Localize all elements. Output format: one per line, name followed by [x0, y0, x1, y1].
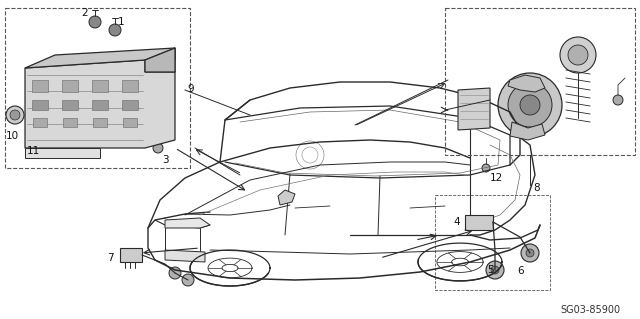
Polygon shape: [92, 80, 108, 92]
Circle shape: [521, 244, 539, 262]
Circle shape: [508, 83, 552, 127]
Circle shape: [169, 267, 181, 279]
Polygon shape: [465, 215, 493, 230]
Text: 4: 4: [453, 217, 460, 227]
Polygon shape: [32, 100, 48, 110]
Polygon shape: [510, 122, 545, 140]
Text: 11: 11: [27, 146, 40, 156]
Circle shape: [568, 45, 588, 65]
Polygon shape: [145, 48, 175, 72]
Polygon shape: [63, 118, 77, 127]
Polygon shape: [122, 100, 138, 110]
Text: 10: 10: [6, 131, 19, 141]
Polygon shape: [62, 80, 78, 92]
Bar: [5, 8, 190, 168]
Text: 1: 1: [118, 17, 125, 27]
Circle shape: [526, 249, 534, 257]
Circle shape: [482, 164, 490, 172]
Text: 7: 7: [108, 253, 114, 263]
Polygon shape: [25, 148, 100, 158]
Polygon shape: [33, 118, 47, 127]
Circle shape: [153, 143, 163, 153]
Polygon shape: [458, 88, 490, 130]
Polygon shape: [32, 80, 48, 92]
Polygon shape: [25, 60, 175, 148]
Bar: [435, 195, 550, 290]
Circle shape: [10, 110, 20, 120]
Polygon shape: [165, 218, 210, 228]
Circle shape: [486, 261, 504, 279]
Circle shape: [491, 266, 499, 274]
Circle shape: [6, 106, 24, 124]
Text: 9: 9: [187, 84, 194, 94]
Text: 2: 2: [81, 8, 88, 18]
Text: 5: 5: [487, 265, 493, 275]
Text: 3: 3: [162, 155, 168, 165]
Circle shape: [560, 37, 596, 73]
Polygon shape: [122, 80, 138, 92]
Polygon shape: [145, 48, 175, 72]
Circle shape: [613, 95, 623, 105]
Polygon shape: [165, 250, 205, 262]
Circle shape: [498, 73, 562, 137]
Polygon shape: [278, 190, 295, 205]
Polygon shape: [25, 48, 175, 68]
Text: 12: 12: [490, 173, 503, 183]
Circle shape: [520, 95, 540, 115]
Text: SG03-85900: SG03-85900: [560, 305, 620, 315]
Polygon shape: [93, 118, 107, 127]
Text: 6: 6: [517, 266, 524, 276]
Polygon shape: [120, 248, 142, 262]
Circle shape: [109, 24, 121, 36]
Polygon shape: [62, 100, 78, 110]
Circle shape: [182, 274, 194, 286]
Polygon shape: [123, 118, 137, 127]
Text: 8: 8: [533, 183, 540, 193]
Polygon shape: [92, 100, 108, 110]
Circle shape: [89, 16, 101, 28]
Polygon shape: [508, 75, 545, 92]
